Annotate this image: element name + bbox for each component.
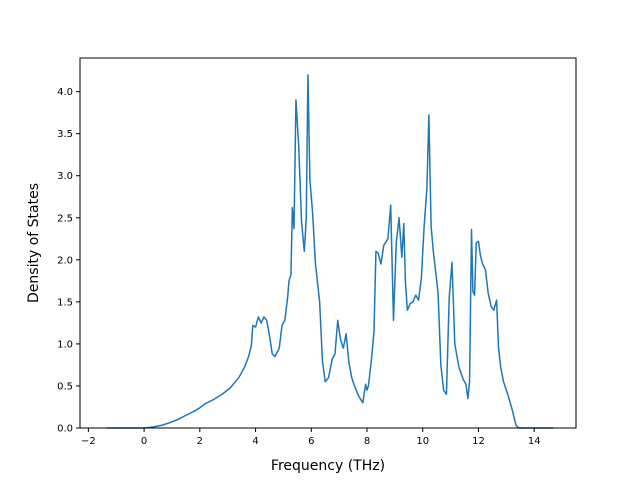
y-tick-label: 1.5 (57, 297, 73, 308)
x-axis-label: Frequency (THz) (271, 458, 385, 474)
x-axis-ticks: −2 0 2 4 6 8 10 12 14 (81, 428, 541, 447)
x-tick-label: 8 (364, 436, 370, 447)
dos-series-line (106, 74, 554, 429)
x-tick-label: 0 (141, 436, 147, 447)
x-tick-label: 6 (308, 436, 314, 447)
x-tick-label: 2 (197, 436, 203, 447)
y-tick-label: 2.0 (57, 255, 73, 266)
plot-area (106, 74, 554, 429)
y-tick-label: 3.5 (57, 129, 73, 140)
plot-frame (79, 57, 577, 429)
y-axis-label: Density of States (26, 183, 42, 303)
x-tick-label: 12 (472, 436, 485, 447)
x-tick-label: −2 (81, 436, 96, 447)
x-tick-label: 14 (528, 436, 541, 447)
y-tick-label: 0.5 (57, 381, 73, 392)
y-tick-label: 0.0 (57, 424, 73, 435)
y-tick-label: 2.5 (57, 213, 73, 224)
y-tick-label: 3.0 (57, 171, 73, 182)
x-tick-label: 10 (416, 436, 429, 447)
x-tick-label: 4 (252, 436, 258, 447)
y-axis-ticks: 0.0 0.5 1.0 1.5 2.0 2.5 3.0 3.5 4.0 (57, 87, 80, 435)
y-tick-label: 4.0 (57, 87, 73, 98)
y-tick-label: 1.0 (57, 339, 73, 350)
